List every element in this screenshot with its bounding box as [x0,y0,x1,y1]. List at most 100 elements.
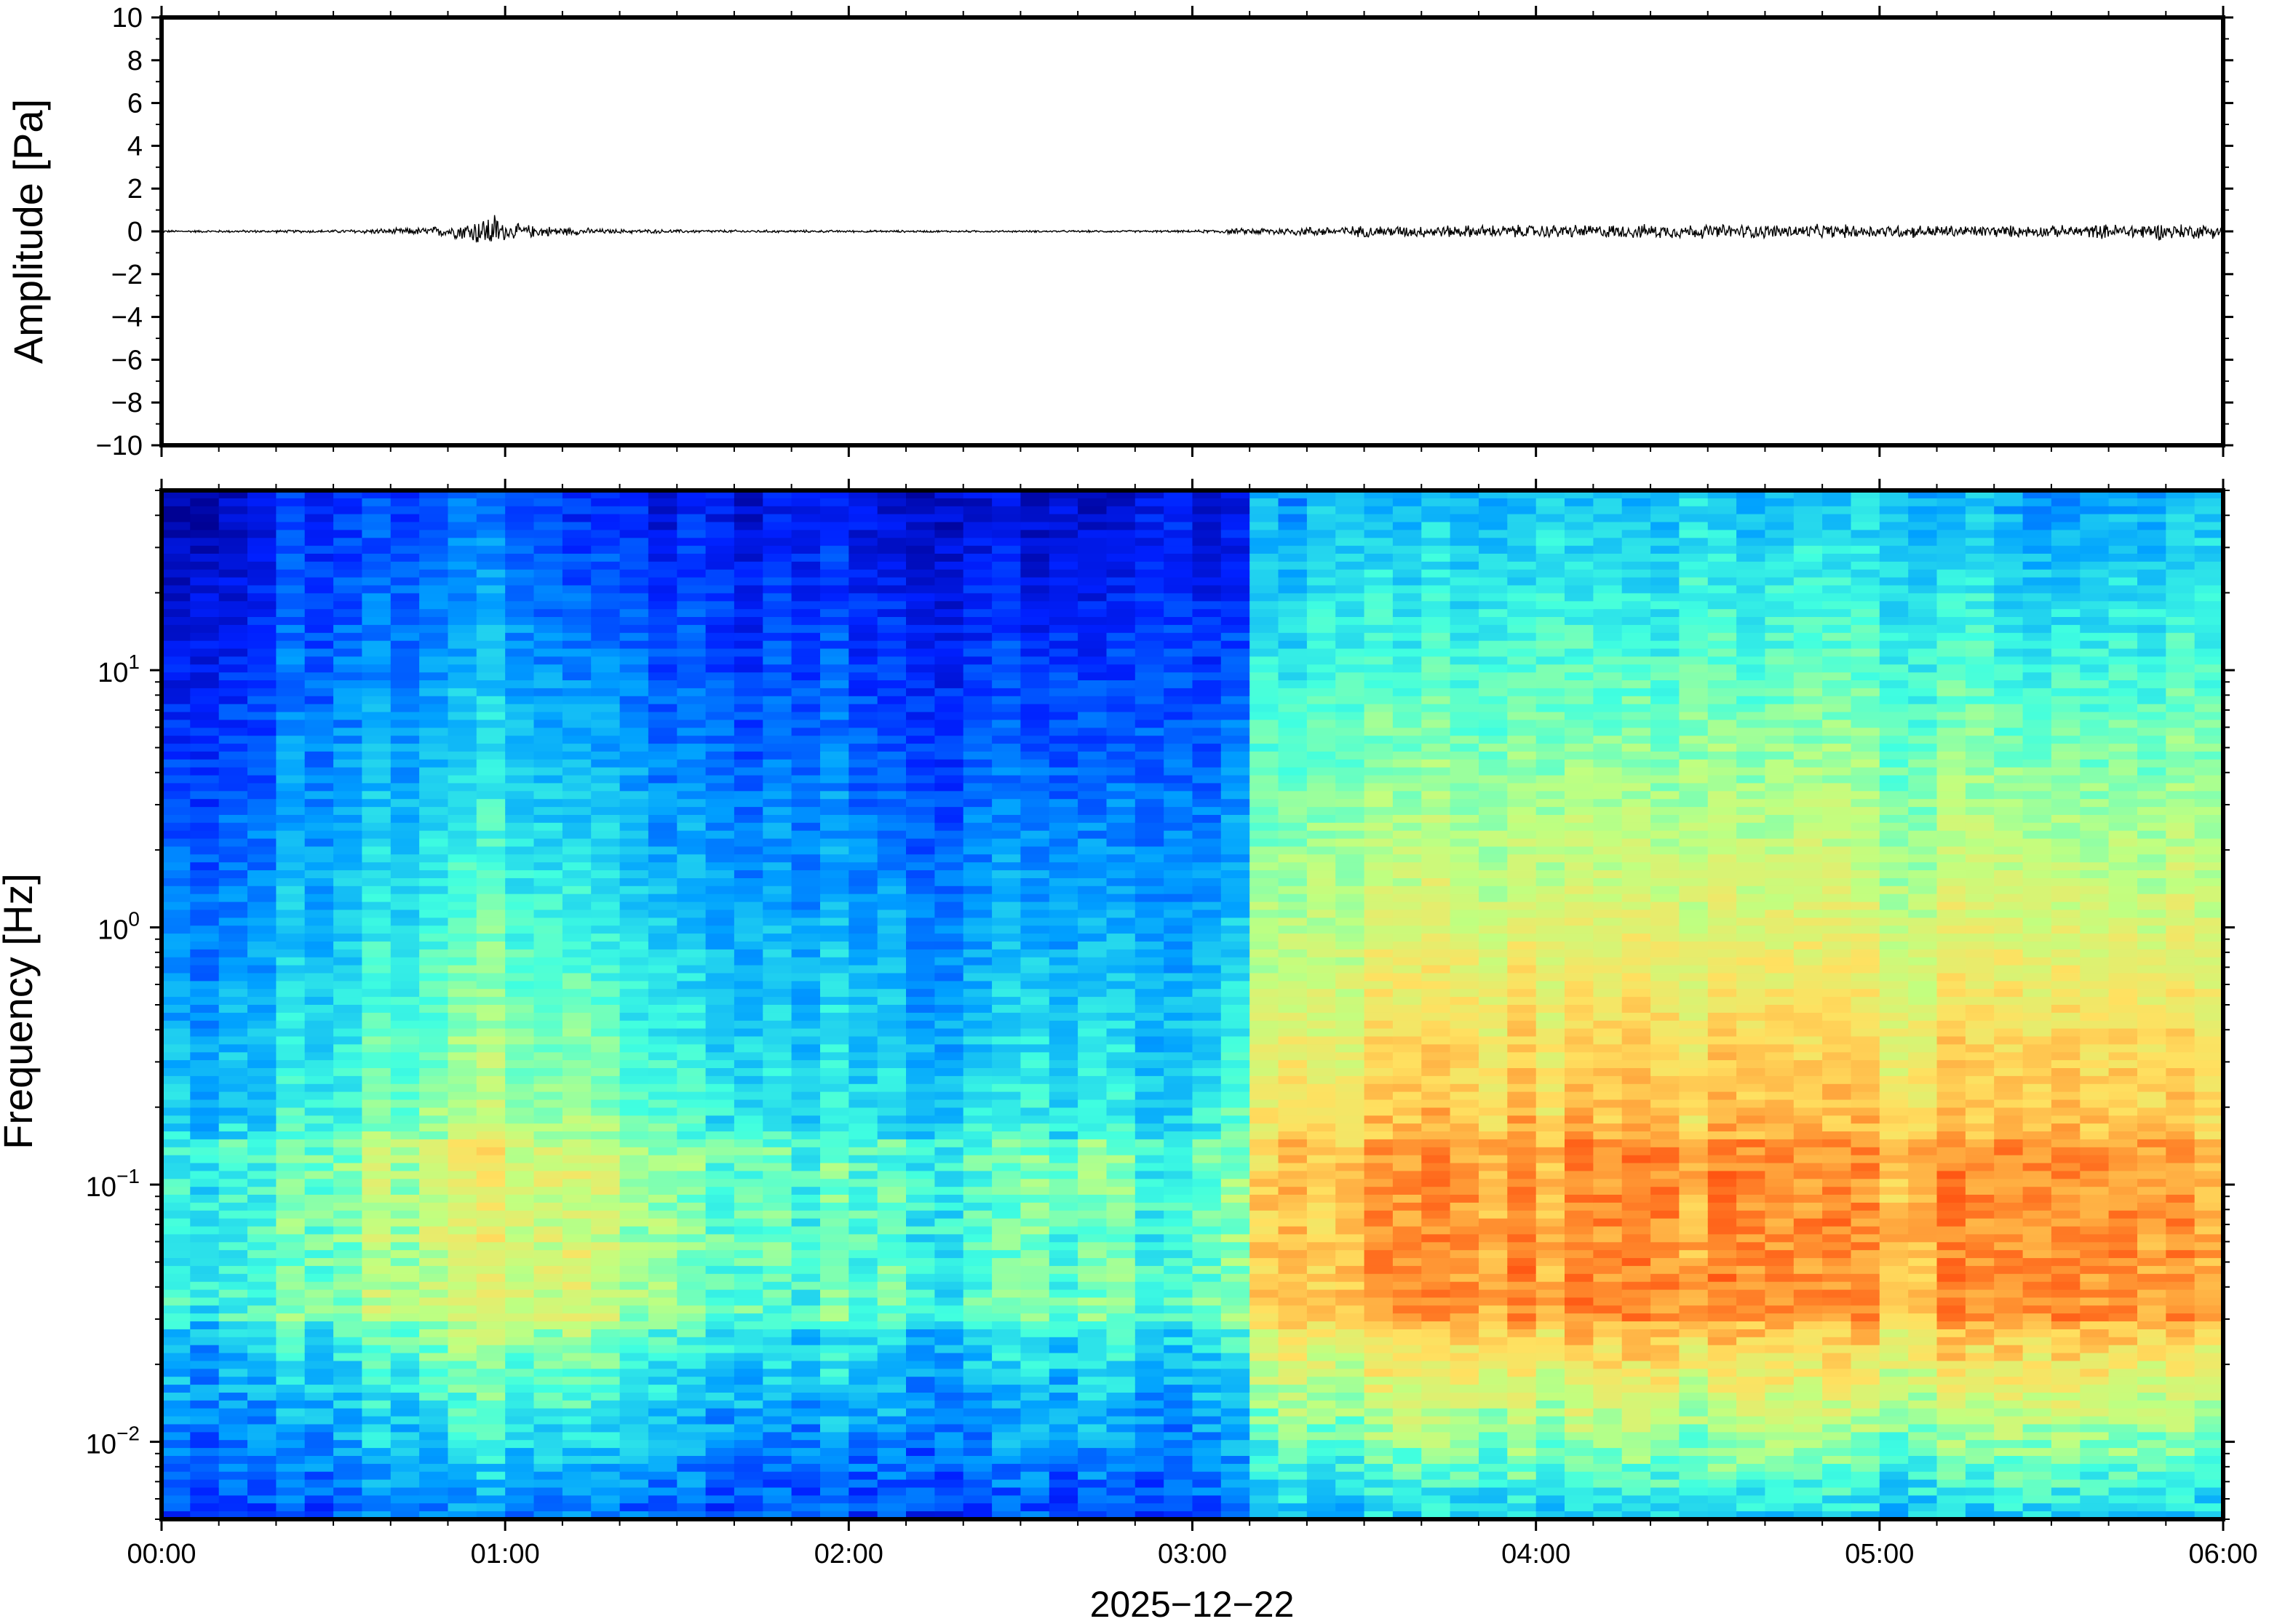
spectrogram-cell [677,1012,707,1022]
spectrogram-cell [533,601,563,610]
spectrogram-cell [677,949,707,958]
spectrogram-cell [448,1012,477,1022]
spectrogram-cell [1078,1479,1108,1489]
spectrogram-cell [677,885,707,895]
spectrogram-cell [333,1242,363,1251]
spectrogram-cell [1078,1242,1108,1251]
spectrogram-cell [677,759,707,768]
spectrogram-cell [591,1107,621,1117]
spectrogram-cell [419,1416,449,1425]
spectrogram-cell [276,1337,306,1346]
spectrogram-cell [533,720,563,729]
spectrogram-cell [591,1369,621,1378]
spectrogram-cell [849,1052,878,1062]
spectrogram-cell [992,1273,1022,1283]
spectrogram-cell [705,593,735,602]
spectrogram-cell [333,1107,363,1117]
spectrogram-cell [218,759,248,768]
spectrogram-cell [619,696,649,705]
spectrogram-cell [476,1218,506,1227]
spectrogram-cell [476,1416,506,1425]
spectrogram-cell [1134,846,1165,856]
spectrogram-cell [734,1099,764,1109]
spectrogram-cell [1078,1456,1108,1465]
spectrogram-cell [419,632,449,642]
spectrogram-cell [562,1448,592,1457]
spectrogram-cell [190,1408,220,1417]
spectrogram-cell [276,1075,306,1085]
spectrogram-cell [218,1385,248,1393]
spectrogram-cell [218,957,248,966]
spectrogram-cell [734,1005,764,1014]
waveform-y-tick-label: 6 [127,89,143,119]
spectrogram-cell [1020,1091,1050,1101]
spectrogram-cell [677,1020,707,1030]
spectrogram-cell [533,1377,563,1386]
spectrogram-cell [1106,949,1136,958]
spectrogram-cell [362,1385,392,1393]
spectrogram-cell [247,1503,277,1513]
spectrogram-cell [1192,1147,1222,1156]
spectrogram-cell [190,1075,220,1085]
spectrogram-cell [304,957,334,966]
spectrogram-cell [390,1432,421,1441]
spectrogram-cell [247,1099,277,1109]
spectrogram-cell [906,728,936,737]
spectrogram-cell [820,1099,850,1109]
spectrogram-cell [162,514,191,523]
spectrogram-cell [1192,799,1222,808]
spectrogram-cell [820,1353,850,1362]
spectrogram-cell [734,617,764,626]
spectrogram-cell [419,688,449,697]
spectrogram-cell [934,909,964,919]
spectrogram-cell [1020,1321,1050,1330]
spectrogram-cell [734,1258,764,1267]
spectrogram-cell [963,1313,993,1323]
spectrogram-cell [619,1432,649,1441]
spectrogram-cell [562,759,592,768]
spectrogram-cell [591,1329,621,1338]
spectrogram-cell [390,1456,421,1465]
spectrogram-cell [505,1416,535,1425]
spectrogram-cell [963,506,993,515]
spectrogram-cell [562,957,592,966]
spectrogram-cell [906,522,936,531]
spectrogram-cell [362,1234,392,1243]
spectrogram-cell [390,973,421,982]
spectrogram-cell [934,648,964,658]
spectrogram-cell [791,624,821,634]
spectrogram-cell [906,854,936,864]
spectrogram-cell [505,807,535,816]
spectrogram-cell [562,1139,592,1148]
spectrogram-cell [448,1440,477,1449]
spectrogram-cell [591,1091,621,1101]
spectrogram-cell [448,728,477,737]
spectrogram-cell [304,822,334,832]
spectrogram-cell [1192,601,1222,610]
spectrogram-cell [877,736,907,745]
waveform-y-tick-label: −2 [111,260,143,290]
spectrogram-cell [362,1487,392,1497]
spectrogram-cell [390,720,421,729]
spectrogram-cell [419,1305,449,1315]
spectrogram-cell [505,648,535,658]
spectrogram-cell [934,1210,964,1219]
spectrogram-cell [304,1226,334,1235]
spectrogram-cell [648,1305,678,1315]
spectrogram-cell [906,624,936,634]
spectrogram-cell [619,1456,649,1465]
spectrogram-cell [533,632,563,642]
spectrogram-cell [505,822,535,832]
spectrogram-cell [562,1297,592,1307]
spectrogram-cell [1020,1495,1050,1505]
spectrogram-cell [820,1289,850,1299]
spectrogram-cell [390,1289,421,1299]
spectrogram-cell [505,1408,535,1417]
spectrogram-cell [1192,546,1222,554]
spectrogram-cell [934,846,964,856]
spectrogram-cell [648,1107,678,1117]
spectrogram-cell [619,1471,649,1481]
spectrogram-cell [906,1471,936,1481]
spectrogram-cell [963,878,993,887]
spectrogram-cell [963,640,993,650]
